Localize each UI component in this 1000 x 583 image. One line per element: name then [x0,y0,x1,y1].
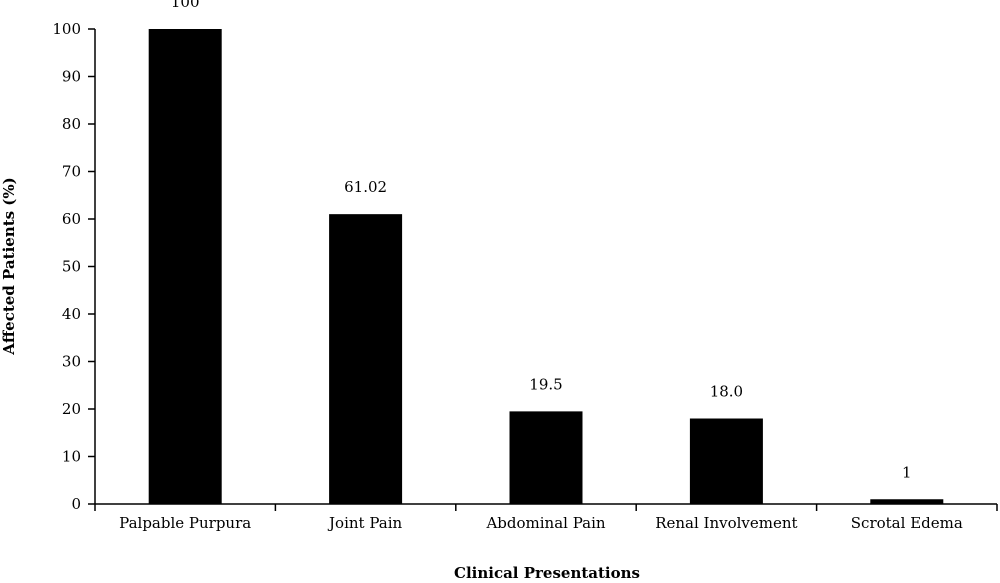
y-tick-label: 100 [52,20,81,38]
data-label: 61.02 [344,178,387,196]
x-category-label: Abdominal Pain [485,514,605,532]
x-category-label: Scrotal Edema [851,514,963,532]
x-category-label: Palpable Purpura [119,514,251,532]
x-axis-title: Clinical Presentations [454,564,640,582]
x-category-label: Joint Pain [327,514,402,532]
bar [329,214,403,504]
y-tick-label: 80 [62,115,81,133]
data-label: 19.5 [529,375,562,393]
bars [148,29,944,504]
bar [509,411,583,504]
data-label: 1 [902,463,912,481]
y-tick-label: 30 [62,353,81,371]
data-label: 100 [171,0,200,11]
y-tick-label: 10 [62,448,81,466]
bar [870,499,944,504]
y-tick-label: 20 [62,400,81,418]
y-axis-ticks: 0 10 20 30 40 50 60 70 80 90 100 [52,20,95,513]
data-label: 18.0 [710,383,743,401]
y-tick-label: 60 [62,210,81,228]
y-tick-label: 0 [71,495,81,513]
y-tick-label: 50 [62,258,81,276]
y-tick-label: 40 [62,305,81,323]
x-category-label: Renal Involvement [655,514,797,532]
y-axis-title: Affected Patients (%) [0,177,18,356]
y-tick-label: 90 [62,68,81,86]
data-labels: 100 61.02 19.5 18.0 1 [171,0,912,481]
bar [689,418,763,504]
y-tick-label: 70 [62,163,81,181]
bar [148,29,222,504]
x-axis-ticks: Palpable Purpura Joint Pain Abdominal Pain… [94,504,998,532]
